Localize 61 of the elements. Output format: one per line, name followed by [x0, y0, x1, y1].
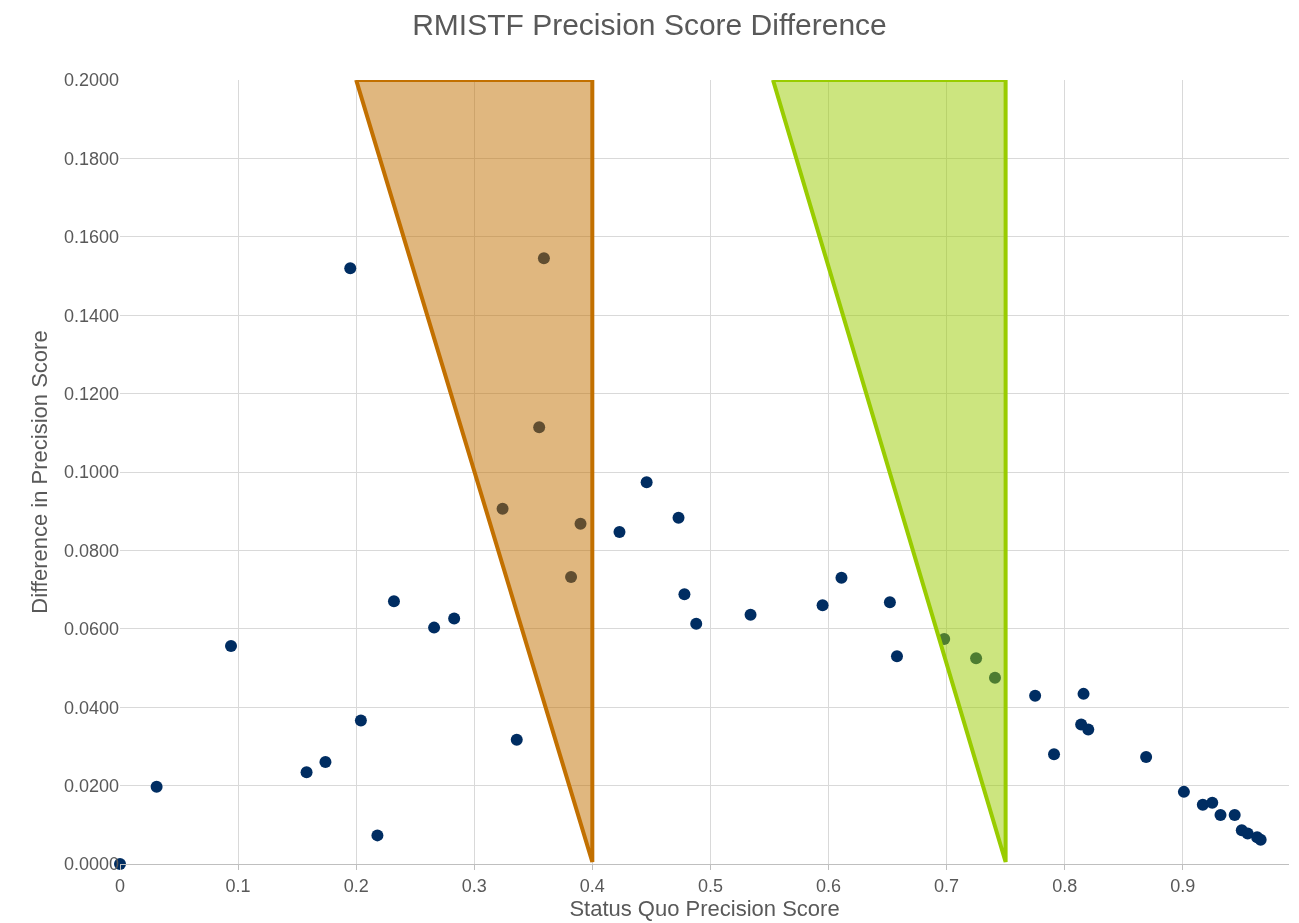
point	[150, 780, 163, 793]
point	[565, 571, 578, 584]
point	[1029, 689, 1042, 702]
point	[537, 252, 550, 265]
x-tick-label: 0.5	[697, 875, 723, 896]
y-axis-title: Difference in Precision Score	[26, 330, 52, 614]
point	[371, 829, 384, 842]
point	[1082, 723, 1095, 736]
chart-title: RMISTF Precision Score Difference	[412, 7, 887, 41]
y-tick-label: 0.0400	[63, 697, 119, 718]
point	[672, 511, 685, 524]
point	[613, 525, 626, 538]
y-tick-label: 0.0800	[63, 540, 119, 561]
point	[690, 617, 703, 630]
y-tick-label: 0.1200	[63, 383, 119, 404]
x-tick-label: 0.9	[1170, 875, 1196, 896]
point	[835, 571, 848, 584]
point	[448, 612, 461, 625]
point	[1177, 785, 1190, 798]
point	[640, 476, 653, 489]
point	[319, 756, 332, 769]
point	[300, 766, 313, 779]
point	[533, 421, 546, 434]
x-tick-label: 0.2	[343, 875, 369, 896]
y-tick-label: 0.1000	[63, 462, 119, 483]
x-tick-label: 0.1	[225, 875, 251, 896]
point	[574, 517, 587, 530]
x-axis-title: Status Quo Precision Score	[569, 895, 840, 921]
x-tick-label: 0	[114, 875, 126, 896]
y-tick-label: 0.2000	[63, 70, 119, 91]
point	[1077, 687, 1090, 700]
point	[883, 596, 896, 609]
point	[354, 714, 367, 727]
point	[510, 733, 523, 746]
x-tick-label: 0.8	[1052, 875, 1078, 896]
y-tick-label: 0.1400	[63, 305, 119, 326]
point	[1214, 809, 1227, 821]
y-tick-label: 0.1800	[63, 148, 119, 169]
point	[1206, 796, 1219, 809]
y-tick-label: 0.1600	[63, 227, 119, 248]
y-tick-label: 0.0200	[63, 775, 119, 796]
point	[890, 650, 903, 663]
x-tick-label: 0.3	[461, 875, 487, 896]
point	[1241, 827, 1254, 840]
point	[1228, 809, 1241, 821]
point	[970, 652, 983, 665]
point	[225, 640, 237, 653]
point	[428, 621, 441, 634]
x-tick-label: 0.7	[934, 875, 960, 896]
point	[496, 502, 509, 515]
y-tick-label: 0.0600	[63, 619, 119, 640]
point	[816, 599, 829, 612]
point	[744, 608, 757, 621]
point	[344, 262, 357, 275]
point	[678, 588, 691, 601]
point	[1048, 748, 1061, 761]
point	[988, 671, 1001, 684]
x-tick-label: 0.6	[815, 875, 841, 896]
x-tick-label: 0.4	[579, 875, 605, 896]
point	[1140, 750, 1153, 763]
point	[387, 595, 400, 608]
